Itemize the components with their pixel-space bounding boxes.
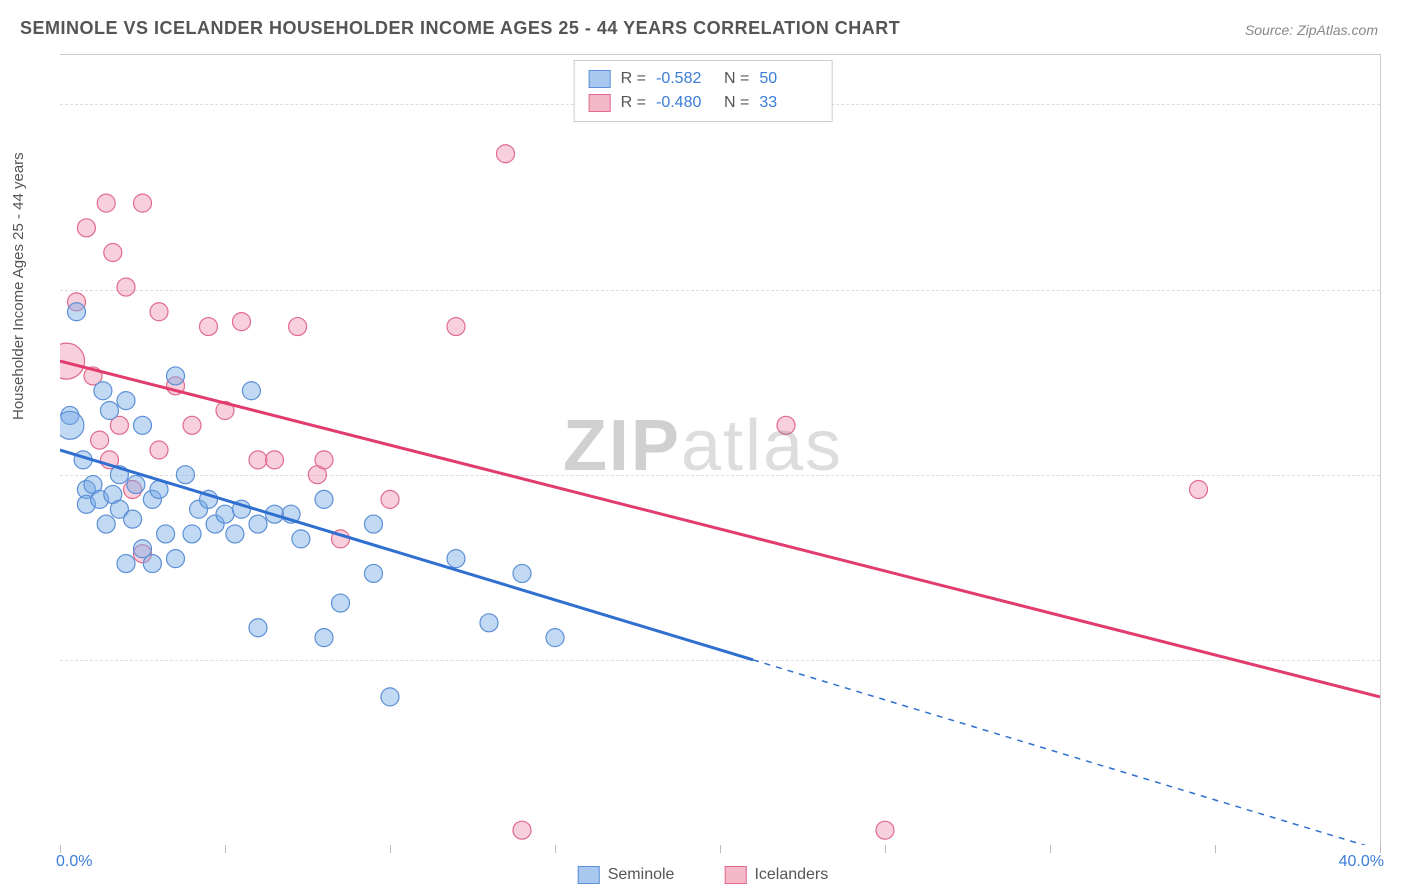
r-value: -0.480 [656, 91, 714, 115]
legend-label: Seminole [608, 866, 675, 884]
legend-item-seminole: Seminole [578, 866, 675, 884]
y-axis-label: Householder Income Ages 25 - 44 years [10, 152, 27, 420]
swatch-icon [578, 866, 600, 884]
legend-item-icelanders: Icelanders [724, 866, 828, 884]
x-tick-max: 40.0% [1339, 853, 1384, 871]
r-label: R = [621, 91, 646, 115]
swatch-icon [724, 866, 746, 884]
legend-row-seminole: R = -0.582 N = 50 [589, 67, 818, 91]
n-value: 50 [759, 67, 817, 91]
y-tick-label: $75,000 [1390, 465, 1406, 483]
chart-title: SEMINOLE VS ICELANDER HOUSEHOLDER INCOME… [20, 18, 900, 39]
y-tick-label: $112,500 [1390, 280, 1406, 298]
r-label: R = [621, 67, 646, 91]
series-legend: Seminole Icelanders [578, 866, 829, 884]
n-value: 33 [759, 91, 817, 115]
n-label: N = [724, 91, 749, 115]
y-tick-label: $37,500 [1390, 650, 1406, 668]
swatch-icon [589, 70, 611, 88]
y-tick-label: $150,000 [1390, 94, 1406, 112]
chart-svg [60, 55, 1380, 845]
plot-area: 0.0% 40.0% $37,500$75,000$112,500$150,00… [60, 54, 1381, 845]
x-tick-min: 0.0% [56, 853, 92, 871]
correlation-legend: R = -0.582 N = 50 R = -0.480 N = 33 [574, 60, 833, 122]
source-label: Source: ZipAtlas.com [1245, 22, 1378, 38]
r-value: -0.582 [656, 67, 714, 91]
swatch-icon [589, 94, 611, 112]
legend-label: Icelanders [754, 866, 828, 884]
legend-row-icelanders: R = -0.480 N = 33 [589, 91, 818, 115]
n-label: N = [724, 67, 749, 91]
